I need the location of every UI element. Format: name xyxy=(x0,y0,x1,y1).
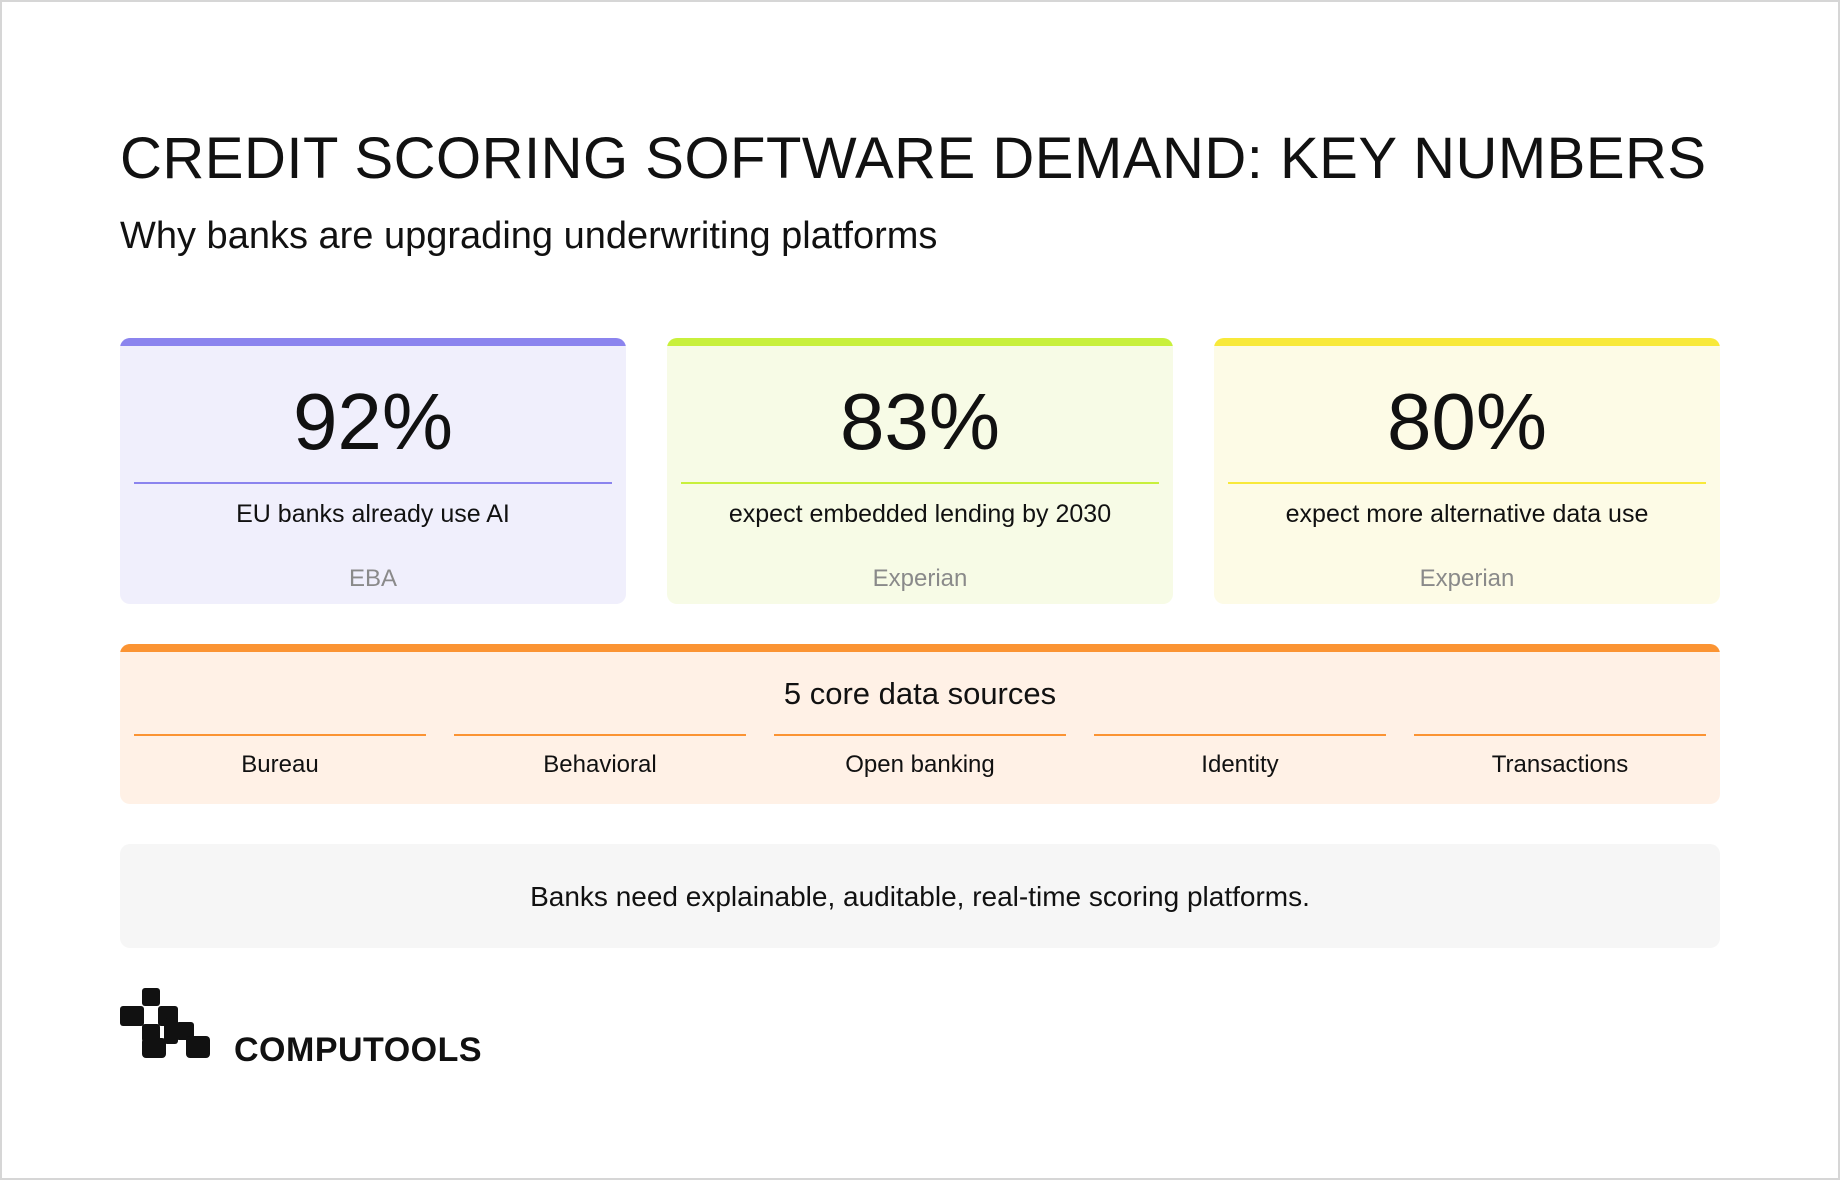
data-source-item: Bureau xyxy=(134,730,426,790)
data-source-item: Transactions xyxy=(1414,730,1706,790)
data-source-item: Identity xyxy=(1094,730,1386,790)
data-source-item: Open banking xyxy=(774,730,1066,790)
page-title: CREDIT SCORING SOFTWARE DEMAND: KEY NUMB… xyxy=(120,126,1707,191)
stat-description: expect embedded lending by 2030 xyxy=(728,500,1112,528)
data-source-divider xyxy=(454,734,746,736)
stat-value: 80% xyxy=(1386,377,1548,466)
data-sources-heading: 5 core data sources xyxy=(783,676,1057,711)
computools-logo-icon xyxy=(120,988,210,1058)
stat-divider xyxy=(681,482,1159,484)
data-source-label: Bureau xyxy=(241,751,319,778)
data-source-divider xyxy=(134,734,426,736)
brand-name: COMPUTOOLS xyxy=(234,1031,483,1069)
stat-card-accent-bar xyxy=(120,338,626,346)
data-source-label: Open banking xyxy=(845,751,995,778)
data-source-divider xyxy=(1414,734,1706,736)
stat-value: 92% xyxy=(292,377,454,466)
stat-source: EBA xyxy=(348,565,398,592)
data-sources-accent-bar xyxy=(120,644,1720,652)
data-source-label: Transactions xyxy=(1491,751,1629,778)
stat-card-alternative-data: 80% expect more alternative data use Exp… xyxy=(1214,338,1720,604)
page-subtitle: Why banks are upgrading underwriting pla… xyxy=(120,215,938,257)
data-sources-panel: 5 core data sources Bureau Behavioral Op… xyxy=(120,644,1720,804)
data-source-label: Identity xyxy=(1201,751,1279,778)
conclusion-box: Banks need explainable, auditable, real-… xyxy=(120,844,1720,948)
stat-description: EU banks already use AI xyxy=(236,500,510,528)
stats-row: 92% EU banks already use AI EBA 83% expe… xyxy=(120,338,1720,604)
data-source-item: Behavioral xyxy=(454,730,746,790)
stat-divider xyxy=(1228,482,1706,484)
data-source-divider xyxy=(1094,734,1386,736)
stat-card-accent-bar xyxy=(1214,338,1720,346)
stat-value: 83% xyxy=(839,377,1001,466)
brand-logo: COMPUTOOLS xyxy=(120,988,520,1069)
data-source-label: Behavioral xyxy=(543,751,657,778)
stat-source: Experian xyxy=(1419,565,1515,592)
conclusion-text: Banks need explainable, auditable, real-… xyxy=(530,881,1310,912)
stat-card-embedded-lending: 83% expect embedded lending by 2030 Expe… xyxy=(667,338,1173,604)
data-sources-list: Bureau Behavioral Open banking Identity … xyxy=(134,730,1706,790)
stat-description: expect more alternative data use xyxy=(1285,500,1649,528)
stat-divider xyxy=(134,482,612,484)
data-source-divider xyxy=(774,734,1066,736)
stat-card-eu-banks-ai: 92% EU banks already use AI EBA xyxy=(120,338,626,604)
stat-card-accent-bar xyxy=(667,338,1173,346)
stat-source: Experian xyxy=(872,565,968,592)
